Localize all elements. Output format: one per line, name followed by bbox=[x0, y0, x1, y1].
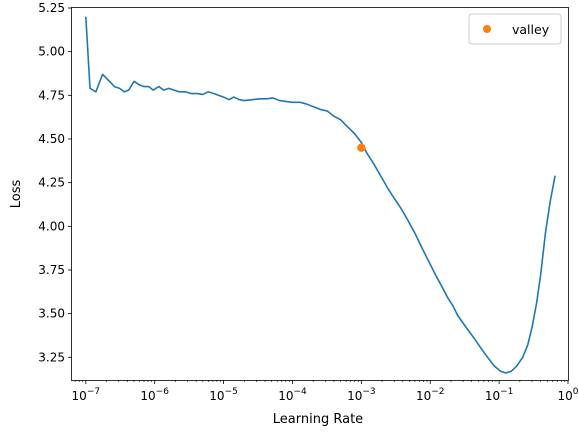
x-axis-ticks: 10−7 10−6 10−5 10−4 10−3 10−2 10−1 100 bbox=[72, 380, 579, 403]
legend-marker-valley bbox=[483, 25, 491, 33]
x-tick-label-4: 10−3 bbox=[347, 387, 376, 403]
x-tick-label-7: 100 bbox=[557, 387, 578, 403]
x-tick-label-5: 10−2 bbox=[416, 387, 445, 403]
x-tick-label-1: 10−6 bbox=[140, 387, 169, 403]
x-tick-label-6: 10−1 bbox=[485, 387, 514, 403]
x-axis-label: Learning Rate bbox=[273, 412, 363, 427]
x-tick-label-2: 10−5 bbox=[209, 387, 238, 403]
y-tick-label-1: 3.50 bbox=[38, 307, 65, 321]
y-tick-label-6: 4.75 bbox=[38, 88, 65, 102]
plot-series bbox=[85, 16, 556, 374]
valley-point bbox=[357, 143, 366, 152]
y-tick-label-3: 4.00 bbox=[38, 219, 65, 233]
y-tick-label-7: 5.00 bbox=[38, 45, 65, 59]
loss-curve-line bbox=[85, 16, 556, 374]
y-axis-label: Loss bbox=[9, 180, 24, 209]
x-tick-label-0: 10−7 bbox=[72, 387, 101, 403]
legend-label-valley: valley bbox=[512, 22, 550, 37]
y-tick-label-4: 4.25 bbox=[38, 176, 65, 190]
y-axis-ticks: 3.25 3.50 3.75 4.00 4.25 4.50 4.75 5.00 5.25 bbox=[38, 1, 72, 364]
y-tick-label-0: 3.25 bbox=[38, 350, 65, 364]
legend-box bbox=[468, 13, 562, 45]
plot-frame bbox=[71, 7, 569, 381]
legend: valley bbox=[468, 13, 562, 45]
y-tick-label-8: 5.25 bbox=[38, 1, 65, 15]
y-tick-label-2: 3.75 bbox=[38, 263, 65, 277]
y-tick-label-5: 4.50 bbox=[38, 132, 65, 146]
x-tick-label-3: 10−4 bbox=[278, 387, 307, 403]
